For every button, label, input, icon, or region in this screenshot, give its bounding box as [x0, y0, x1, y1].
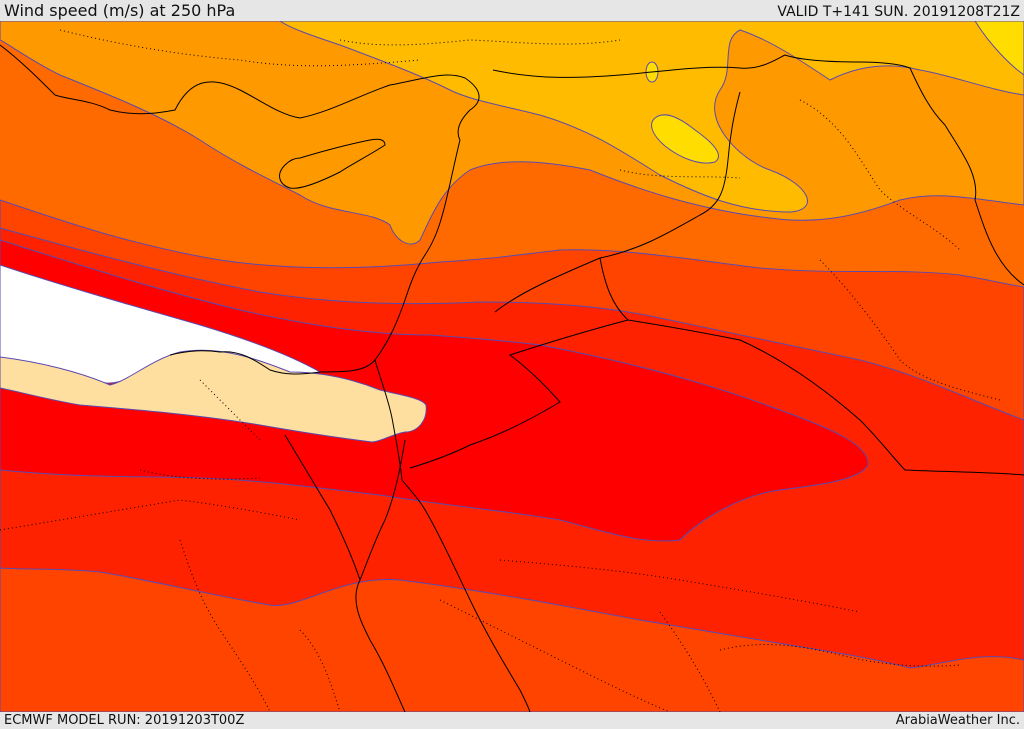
model-run: ECMWF MODEL RUN: 20191203T00Z — [4, 713, 245, 728]
wind-speed-map[interactable] — [0, 21, 1024, 712]
internal-boundaries — [0, 29, 1001, 712]
credit-label: ArabiaWeather Inc. — [895, 713, 1020, 728]
map-header: Wind speed (m/s) at 250 hPa VALID T+141 … — [0, 0, 1024, 21]
coastlines — [0, 44, 1024, 712]
valid-time: VALID T+141 SUN. 20191208T21Z — [777, 4, 1020, 20]
map-canvas — [0, 21, 1024, 712]
band-red — [0, 239, 869, 542]
map-title: Wind speed (m/s) at 250 hPa — [4, 1, 236, 20]
band-lowest — [0, 349, 427, 443]
map-footer: ECMWF MODEL RUN: 20191203T00Z ArabiaWeat… — [0, 712, 1024, 729]
band-yellow-syria — [651, 114, 719, 164]
band-amber — [279, 21, 1024, 213]
